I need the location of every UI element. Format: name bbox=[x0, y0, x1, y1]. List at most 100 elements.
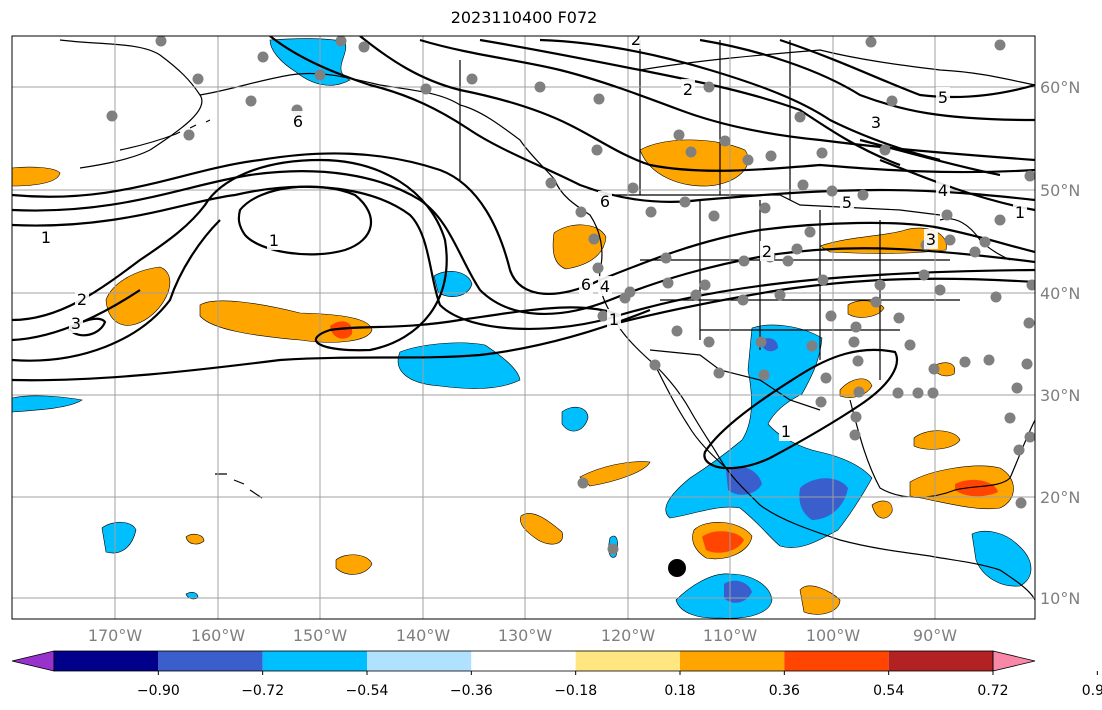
station-dot bbox=[645, 206, 657, 218]
station-dot bbox=[708, 210, 720, 222]
contour-line bbox=[539, 38, 941, 162]
coastline-aleutians bbox=[119, 119, 211, 151]
contour-label: 1 bbox=[607, 309, 621, 329]
colorbar-segment bbox=[680, 651, 785, 671]
station-dot bbox=[314, 69, 326, 81]
station-dot bbox=[879, 144, 891, 156]
contour-label: 1 bbox=[267, 230, 281, 250]
station-dot bbox=[865, 36, 877, 48]
station-dot bbox=[619, 292, 631, 304]
fill-darkblue bbox=[724, 580, 752, 603]
station-dot bbox=[257, 51, 269, 63]
colorbar-tick-label: 0.18 bbox=[664, 683, 695, 699]
station-dot bbox=[804, 226, 816, 238]
station-dot bbox=[791, 243, 803, 255]
fill-darkblue bbox=[799, 478, 848, 520]
station-dot bbox=[1015, 497, 1027, 509]
coastline-hudson bbox=[639, 49, 1035, 86]
fill-blue bbox=[12, 395, 83, 413]
contour-label-text: 1 bbox=[609, 310, 619, 329]
station-dot bbox=[673, 129, 685, 141]
fill-orange bbox=[520, 513, 563, 545]
station-dot bbox=[983, 354, 995, 366]
fill-orange bbox=[579, 461, 651, 487]
fill-blue bbox=[561, 406, 589, 432]
contour-label: 2 bbox=[760, 241, 774, 261]
station-dot bbox=[758, 369, 770, 381]
fill-orange bbox=[799, 585, 841, 615]
station-dot bbox=[660, 252, 672, 264]
station-dot bbox=[183, 129, 195, 141]
station-dot bbox=[941, 209, 953, 221]
contour-line bbox=[269, 36, 1035, 203]
contour-label: 1 bbox=[779, 421, 793, 441]
station-dot bbox=[849, 429, 861, 441]
station-dot bbox=[826, 185, 838, 197]
colorbar-segment bbox=[784, 651, 889, 671]
contour-label: 4 bbox=[598, 276, 612, 296]
station-dot bbox=[607, 543, 619, 555]
latitude-label: 60°N bbox=[1040, 78, 1080, 97]
station-dot bbox=[959, 356, 971, 368]
station-dot bbox=[699, 279, 711, 291]
fill-orange bbox=[335, 554, 373, 575]
station-dot bbox=[850, 321, 862, 333]
station-dot bbox=[990, 291, 1002, 303]
colorbar-segment bbox=[158, 651, 263, 671]
storm-marker bbox=[668, 559, 686, 577]
colorbar-tick-label: −0.54 bbox=[346, 683, 389, 699]
coastline-alaska bbox=[59, 39, 556, 181]
station-dot bbox=[797, 179, 809, 191]
contour-label-text: 4 bbox=[938, 181, 948, 200]
contour-line bbox=[419, 38, 1035, 162]
latitude-label: 10°N bbox=[1040, 589, 1080, 608]
station-dot bbox=[815, 396, 827, 408]
station-dot bbox=[816, 147, 828, 159]
colorbar: −0.90 −0.72 −0.54 −0.36 −0.18 0.18 0.36 0.54 0.7… bbox=[11, 650, 1102, 699]
contour-line bbox=[609, 277, 1035, 327]
contour-label: 6 bbox=[579, 274, 593, 294]
latitude-label: 50°N bbox=[1040, 181, 1080, 200]
station-dot bbox=[627, 182, 639, 194]
colorbar-tick-label: 0.54 bbox=[873, 683, 904, 699]
colorbar-tick-label: 0.90 bbox=[1082, 683, 1102, 699]
latitude-label: 20°N bbox=[1040, 488, 1080, 507]
longitude-label: 170°W bbox=[88, 626, 143, 645]
colorbar-tick-label: −0.36 bbox=[450, 683, 493, 699]
contour-label-text: 1 bbox=[269, 231, 279, 250]
contour-label-text: 3 bbox=[926, 230, 936, 249]
colorbar-segment bbox=[367, 651, 472, 671]
colorbar-tick-label: 0.72 bbox=[977, 683, 1008, 699]
longitude-label: 150°W bbox=[293, 626, 348, 645]
colorbar-segment bbox=[888, 651, 993, 671]
border-canada-prov bbox=[459, 40, 791, 200]
colorbar-tick-label: −0.72 bbox=[241, 683, 284, 699]
contour-label: 2 bbox=[75, 289, 89, 309]
station-dot bbox=[782, 255, 794, 267]
station-dot bbox=[874, 279, 886, 291]
contour-label-text: 2 bbox=[77, 290, 87, 309]
station-dot bbox=[679, 196, 691, 208]
colorbar-tick-label: −0.18 bbox=[554, 683, 597, 699]
fill-orange bbox=[955, 479, 998, 497]
station-dot bbox=[690, 289, 702, 301]
station-dot bbox=[904, 339, 916, 351]
station-dot bbox=[825, 310, 837, 322]
station-dot bbox=[738, 255, 750, 267]
contour-label: 3 bbox=[869, 112, 883, 132]
contour-label-text: 2 bbox=[683, 80, 693, 99]
station-dot bbox=[927, 387, 939, 399]
station-dot bbox=[1023, 317, 1035, 329]
longitude-label: 140°W bbox=[396, 626, 451, 645]
fill-orange bbox=[819, 227, 947, 254]
station-dot bbox=[755, 336, 767, 348]
station-dot bbox=[662, 277, 674, 289]
colorbar-segment bbox=[262, 651, 367, 671]
contour-layer bbox=[12, 36, 1035, 470]
contour-label-text: 6 bbox=[293, 112, 303, 131]
contour-label-text: 2 bbox=[762, 242, 772, 261]
station-dot bbox=[852, 355, 864, 367]
longitude-labels: 170°W 160°W 150°W 140°W 130°W 120°W 110°W 100°W… bbox=[88, 626, 957, 645]
coastline-layer bbox=[59, 39, 1035, 601]
